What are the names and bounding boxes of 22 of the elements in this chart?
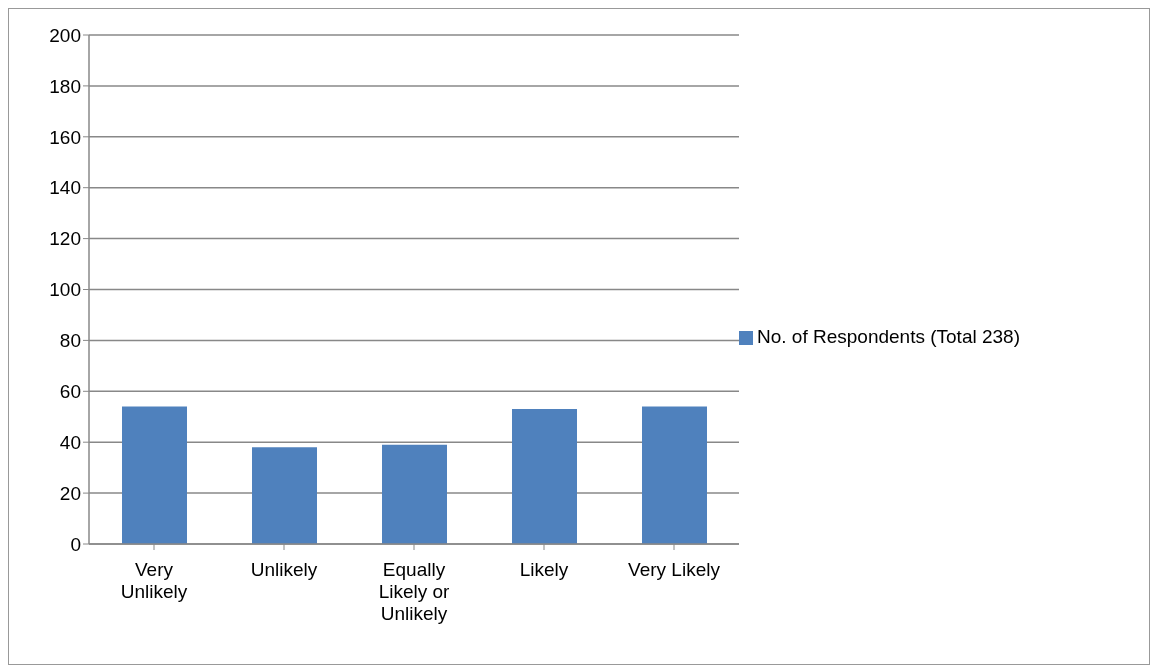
bar [512, 409, 577, 544]
bar [122, 406, 187, 544]
y-tick-label: 100 [49, 279, 81, 301]
y-tick-label: 160 [49, 126, 81, 148]
legend-label: No. of Respondents (Total 238) [757, 325, 1020, 347]
x-tick-label: Unlikely [250, 559, 318, 580]
y-tick-label: 0 [70, 533, 81, 555]
y-tick-label: 40 [59, 431, 81, 453]
y-tick-label: 140 [49, 177, 81, 199]
x-tick-label: Likely [519, 559, 569, 580]
y-tick-label: 180 [49, 75, 81, 97]
x-tick-label: Equally Likely or Unlikely [378, 559, 451, 624]
x-tick-label: Very Likely [628, 559, 721, 580]
bar [382, 444, 447, 544]
y-tick-label: 200 [49, 24, 81, 46]
x-tick-label: Very Unlikely [120, 559, 188, 602]
y-tick-label: 80 [59, 330, 81, 352]
bar [642, 406, 707, 544]
bar [252, 447, 317, 544]
y-tick-label: 20 [59, 482, 81, 504]
y-tick-label: 120 [49, 228, 81, 250]
y-tick-label: 60 [59, 381, 81, 403]
